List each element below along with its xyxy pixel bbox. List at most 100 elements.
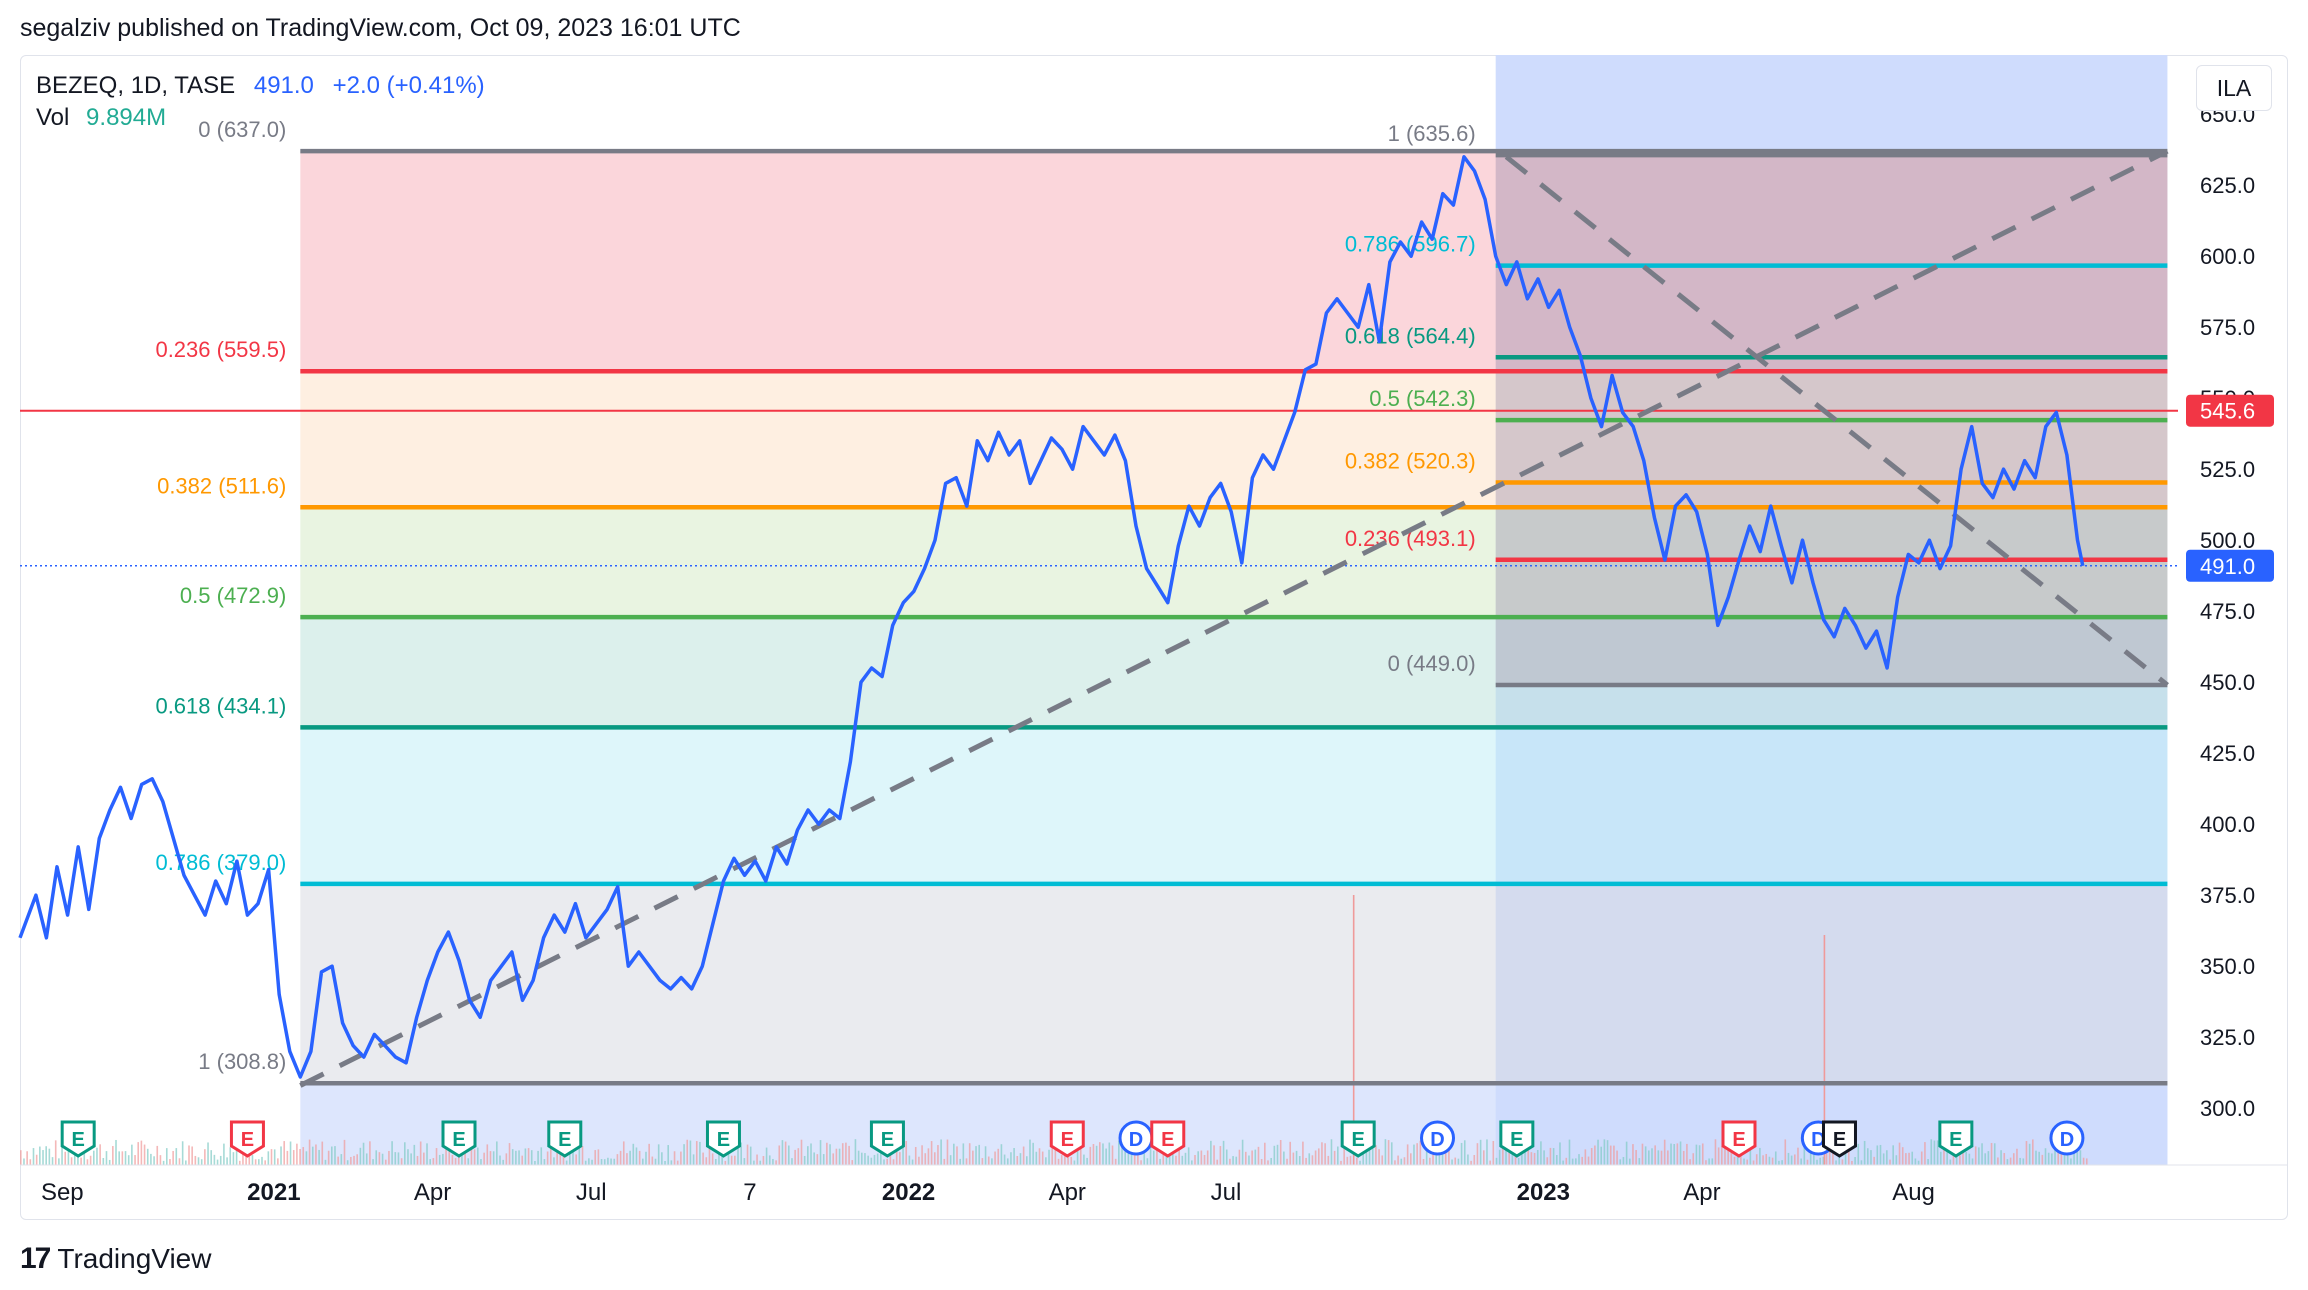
- tradingview-logo-icon: 17: [20, 1242, 51, 1275]
- volume-bar: [1416, 1143, 1418, 1165]
- volume-bar: [794, 1149, 796, 1165]
- currency-button[interactable]: ILA: [2196, 65, 2272, 111]
- fib-band: [300, 727, 2168, 884]
- volume-bar: [2032, 1139, 2034, 1165]
- volume-bar: [1743, 1158, 1745, 1165]
- volume-bar: [987, 1156, 990, 1165]
- volume-bar: [1099, 1142, 1101, 1165]
- volume-bar: [1730, 1144, 1733, 1165]
- volume-bar: [1438, 1152, 1441, 1165]
- volume-bar: [1273, 1145, 1276, 1165]
- volume-bar: [822, 1154, 825, 1165]
- volume-bar: [1752, 1160, 1755, 1165]
- volume-bar: [1460, 1142, 1463, 1165]
- volume-bar: [581, 1146, 584, 1165]
- volume-bar: [699, 1141, 701, 1165]
- volume-bar: [410, 1153, 412, 1165]
- volume-bar: [1536, 1149, 1539, 1165]
- volume-bar: [1308, 1153, 1311, 1165]
- volume-bar: [943, 1158, 946, 1165]
- volume-bar: [1559, 1142, 1561, 1165]
- volume-bar: [1279, 1140, 1282, 1165]
- volume-bar: [521, 1155, 524, 1165]
- volume-bar: [1974, 1146, 1977, 1165]
- volume-bar: [1498, 1149, 1501, 1165]
- tradingview-logo[interactable]: 17 TradingView: [20, 1242, 211, 1276]
- volume-bar: [1010, 1152, 1012, 1165]
- earnings-marker: [1150, 1120, 1186, 1158]
- volume-bar: [997, 1148, 1000, 1165]
- volume-bar: [1276, 1144, 1279, 1165]
- earnings-marker: [1721, 1120, 1757, 1158]
- volume-legend: Vol 9.894M: [36, 104, 166, 132]
- volume-bar: [92, 1150, 95, 1165]
- volume-bar: [1549, 1147, 1552, 1165]
- symbol-legend: BEZEQ, 1D, TASE 491.0 +2.0 (+0.41%): [36, 72, 497, 100]
- volume-bar: [838, 1148, 841, 1165]
- volume-bar: [2085, 1158, 2088, 1165]
- volume-bar: [1444, 1148, 1447, 1165]
- volume-bar: [883, 1159, 885, 1165]
- volume-bar: [721, 1149, 723, 1165]
- volume-bar: [835, 1148, 838, 1165]
- volume-bar: [1873, 1156, 1875, 1165]
- volume-bar: [1241, 1139, 1244, 1165]
- volume-bar: [686, 1139, 689, 1165]
- volume-bar: [1219, 1146, 1222, 1165]
- fib-level-label: 0.236 (559.5): [155, 337, 286, 362]
- volume-bar: [1863, 1140, 1866, 1165]
- volume-bar: [867, 1155, 869, 1165]
- volume-bar: [1879, 1144, 1882, 1165]
- x-axis-tick-label: Aug: [1892, 1179, 1935, 1206]
- volume-bar: [591, 1159, 593, 1165]
- volume-bar: [759, 1160, 762, 1165]
- volume-bar: [1943, 1146, 1945, 1165]
- volume-bar: [1708, 1158, 1710, 1165]
- volume-bar: [1901, 1147, 1904, 1165]
- volume-bar: [715, 1158, 717, 1165]
- volume-bar: [972, 1150, 974, 1165]
- volume-bar: [1381, 1155, 1384, 1165]
- volume-bar: [635, 1147, 638, 1165]
- volume-bar: [1857, 1143, 1860, 1165]
- volume-bar: [102, 1158, 105, 1165]
- volume-bar: [826, 1142, 828, 1165]
- y-axis-tick-label: 375.0: [2200, 883, 2255, 908]
- volume-bar: [343, 1139, 346, 1165]
- volume-bar: [746, 1144, 749, 1165]
- volume-bar: [223, 1143, 225, 1165]
- volume-bar: [229, 1147, 232, 1165]
- volume-bar: [64, 1151, 67, 1165]
- volume-bar: [1378, 1149, 1380, 1165]
- volume-bar: [483, 1152, 485, 1165]
- volume-bar: [1949, 1159, 1952, 1165]
- volume-bar: [2025, 1141, 2028, 1165]
- volume-bar: [1305, 1157, 1307, 1165]
- event-marker-label: E: [1510, 1129, 1523, 1151]
- symbol-ticker[interactable]: BEZEQ, 1D, TASE: [36, 72, 236, 99]
- volume-bar: [1314, 1150, 1317, 1165]
- volume-bar: [1530, 1152, 1533, 1165]
- volume-bar: [1546, 1157, 1549, 1165]
- event-marker-label: E: [1833, 1129, 1846, 1151]
- volume-bar: [1594, 1145, 1596, 1165]
- volume-bar: [1854, 1157, 1856, 1165]
- volume-bar: [718, 1152, 720, 1165]
- volume-bar: [670, 1160, 673, 1165]
- volume-bar: [730, 1155, 733, 1165]
- volume-bar: [632, 1143, 635, 1165]
- volume-bar: [1419, 1140, 1422, 1165]
- volume-bar: [502, 1159, 504, 1165]
- volume-bar: [1765, 1153, 1768, 1165]
- symbol-change: +2.0 (+0.41%): [332, 72, 485, 99]
- volume-bar: [810, 1143, 812, 1165]
- volume-bar: [2051, 1153, 2053, 1165]
- volume-bar: [1847, 1139, 1850, 1165]
- volume-bar: [1660, 1150, 1663, 1165]
- volume-bar: [134, 1155, 136, 1165]
- volume-bar: [486, 1144, 489, 1165]
- volume-bar: [1787, 1152, 1790, 1165]
- volume-bar: [146, 1148, 149, 1165]
- volume-bar: [1778, 1160, 1780, 1165]
